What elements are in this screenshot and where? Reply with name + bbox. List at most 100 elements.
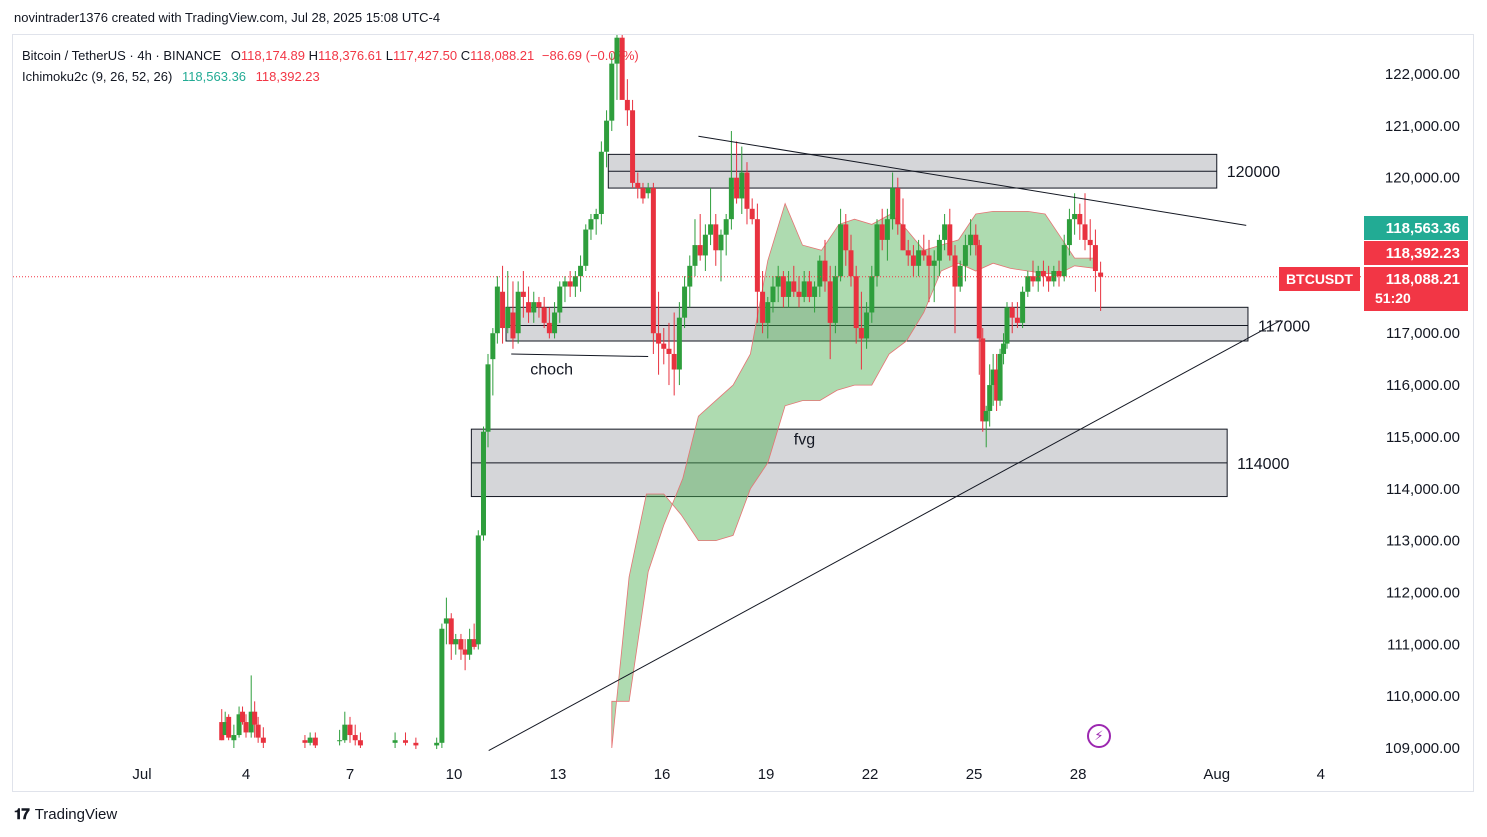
candle-body bbox=[760, 291, 766, 323]
candle-body bbox=[827, 281, 833, 323]
candle-body bbox=[1040, 271, 1046, 277]
candle-body bbox=[531, 302, 537, 313]
candle-body bbox=[342, 724, 348, 741]
candle-body bbox=[567, 281, 573, 287]
candle bbox=[448, 613, 454, 660]
indicator-title[interactable]: Ichimoku2c (9, 26, 52, 26) bbox=[22, 69, 173, 84]
candle-body bbox=[848, 250, 854, 277]
candle bbox=[480, 426, 486, 541]
candle bbox=[541, 296, 547, 329]
candle-body bbox=[1001, 343, 1007, 354]
low-value: 117,427.50 bbox=[393, 48, 458, 63]
candle-body bbox=[541, 307, 547, 323]
time-tick-label: 7 bbox=[346, 766, 354, 783]
candle-body bbox=[947, 224, 953, 256]
symbol-title[interactable]: Bitcoin / TetherUS · 4h · BINANCE bbox=[22, 48, 222, 63]
candle-body bbox=[1035, 271, 1041, 282]
candle-body bbox=[786, 281, 792, 297]
candle bbox=[910, 245, 916, 277]
candle-body bbox=[806, 281, 812, 297]
candle bbox=[780, 271, 786, 308]
candle bbox=[718, 229, 724, 282]
candle-body bbox=[624, 99, 630, 111]
time-axis[interactable]: Jul 4 7 10 13 16 19 22 25 28 Aug 4 bbox=[132, 766, 1325, 783]
candle-body bbox=[302, 740, 308, 743]
candle-body bbox=[900, 224, 906, 251]
trendline bbox=[488, 319, 1282, 752]
candle-body bbox=[219, 722, 225, 741]
open-label: O bbox=[230, 48, 241, 63]
candle bbox=[723, 213, 729, 256]
trendline bbox=[698, 135, 1247, 226]
candle bbox=[796, 276, 802, 308]
candle bbox=[572, 271, 578, 297]
candle-body bbox=[1030, 276, 1036, 282]
candle-body bbox=[357, 740, 363, 746]
candle bbox=[744, 162, 750, 225]
candle bbox=[222, 711, 228, 736]
candle bbox=[739, 146, 745, 214]
price-axis[interactable]: 122,000.00 121,000.00 120,000.00 117,000.00… bbox=[1385, 66, 1460, 757]
candle-body bbox=[546, 322, 552, 334]
candle-body bbox=[1046, 276, 1052, 282]
candle-body bbox=[890, 188, 896, 220]
candle-body bbox=[552, 312, 558, 334]
candle bbox=[231, 724, 237, 748]
candle bbox=[252, 701, 258, 738]
price-tick-label: 122,000.00 bbox=[1385, 66, 1460, 83]
candle-body bbox=[864, 312, 870, 339]
candle-body bbox=[413, 742, 419, 746]
candle-body bbox=[1092, 245, 1098, 272]
candle bbox=[434, 737, 440, 750]
candle-body bbox=[801, 281, 807, 297]
candle bbox=[219, 709, 225, 741]
candle-body bbox=[480, 431, 486, 536]
candle bbox=[240, 706, 246, 725]
candle-body bbox=[471, 639, 477, 647]
candle bbox=[347, 716, 353, 743]
annotation-choch: choch bbox=[530, 362, 573, 379]
candle-body bbox=[1025, 276, 1031, 292]
candle-body bbox=[666, 348, 672, 354]
low-label: L bbox=[385, 48, 394, 63]
candle bbox=[968, 219, 974, 256]
candles-layer bbox=[219, 35, 1104, 750]
candle-body bbox=[983, 411, 989, 422]
candle bbox=[791, 265, 797, 297]
candle-body bbox=[453, 639, 459, 645]
candle bbox=[1066, 208, 1072, 256]
candle bbox=[462, 639, 468, 671]
candle bbox=[413, 737, 419, 750]
candle-body bbox=[1072, 213, 1078, 220]
annotation-fvg: fvg bbox=[794, 432, 815, 449]
candle bbox=[884, 208, 890, 261]
price-tag-label: 118,563.36 bbox=[1386, 220, 1460, 237]
trendline bbox=[511, 353, 649, 358]
candle-body bbox=[515, 291, 521, 334]
candle bbox=[916, 239, 922, 277]
candle-body bbox=[248, 711, 254, 733]
candle bbox=[921, 234, 927, 261]
candle bbox=[697, 213, 703, 261]
candle bbox=[687, 255, 693, 308]
candle-body bbox=[980, 338, 986, 422]
flash-icon[interactable]: ⚡ bbox=[1087, 724, 1111, 748]
candle bbox=[666, 322, 672, 386]
candle bbox=[760, 271, 766, 334]
candle bbox=[728, 131, 734, 230]
candle bbox=[931, 250, 937, 303]
candle-body bbox=[987, 385, 993, 411]
candle-body bbox=[817, 260, 823, 287]
candle bbox=[976, 239, 982, 375]
price-tick-label: 115,000.00 bbox=[1386, 429, 1460, 446]
candle bbox=[1051, 265, 1057, 287]
candle bbox=[1040, 260, 1046, 287]
candle-body bbox=[1009, 307, 1015, 318]
candle-body bbox=[994, 369, 1000, 401]
candle bbox=[749, 198, 755, 225]
candle bbox=[858, 291, 864, 370]
candle bbox=[260, 727, 266, 748]
candle bbox=[578, 255, 584, 292]
plot-area: choch fvg 120000 117000 114000 bbox=[13, 35, 1363, 752]
